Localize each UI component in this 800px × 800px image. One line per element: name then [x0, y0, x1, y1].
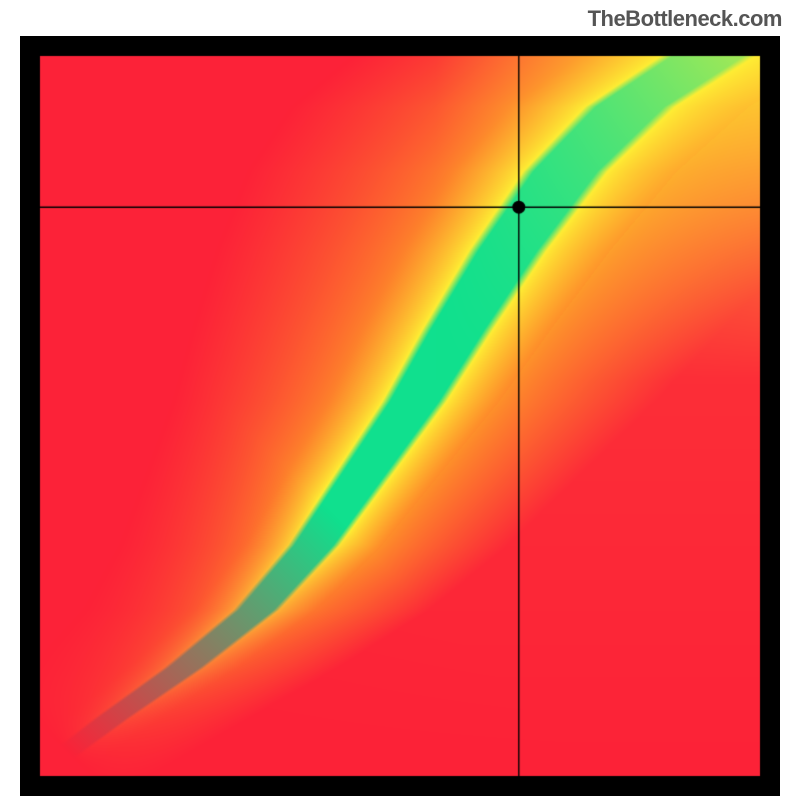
watermark-text: TheBottleneck.com — [588, 6, 782, 32]
chart-outer-frame — [20, 36, 780, 796]
bottleneck-heatmap — [20, 36, 780, 796]
root-container: TheBottleneck.com — [0, 0, 800, 800]
